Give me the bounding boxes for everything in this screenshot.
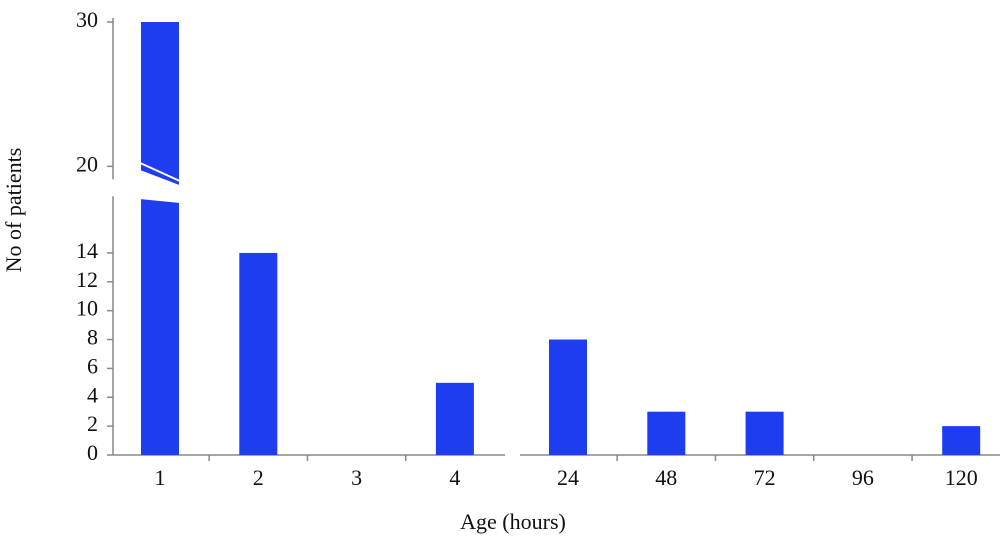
x-tick-label: 2	[253, 465, 264, 490]
y-tick-label: 14	[76, 238, 98, 263]
bar	[239, 252, 278, 455]
bar-break	[140, 170, 182, 202]
x-tick-label: 48	[655, 465, 677, 490]
y-tick-label: 6	[87, 353, 98, 378]
bar	[435, 382, 474, 455]
y-tick-label: 4	[87, 382, 98, 407]
bar	[549, 339, 587, 455]
bar	[745, 411, 784, 455]
bar	[942, 426, 981, 455]
y-tick-label: 8	[87, 325, 98, 350]
x-tick-label: 72	[754, 465, 776, 490]
y-tick-label: 30	[76, 7, 98, 32]
x-tick-label: 120	[945, 465, 978, 490]
y-tick-label: 20	[76, 151, 98, 176]
x-tick-label: 1	[155, 465, 166, 490]
x-tick-label: 24	[557, 465, 579, 490]
bar	[141, 22, 179, 455]
bar	[647, 411, 686, 455]
x-tick-label: 96	[852, 465, 874, 490]
y-axis-label: No of patients	[1, 148, 26, 273]
y-tick-label: 12	[76, 267, 98, 292]
x-tick-label: 3	[351, 465, 362, 490]
y-tick-label: 10	[76, 296, 98, 321]
y-tick-label: 2	[87, 411, 98, 436]
axis-break-line	[137, 161, 183, 183]
x-axis-label: Age (hours)	[460, 509, 566, 534]
x-tick-label: 4	[449, 465, 460, 490]
y-tick-label: 0	[87, 440, 98, 465]
